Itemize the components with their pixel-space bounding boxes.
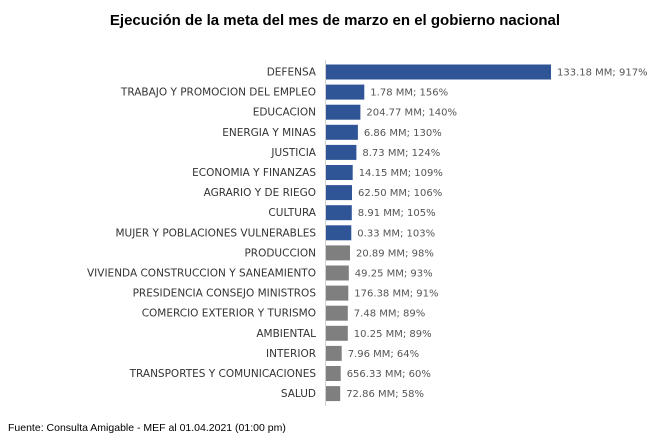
data-label: 14.15 MM; 109%: [359, 168, 443, 179]
category-label: TRABAJO Y PROMOCION DEL EMPLEO: [120, 87, 316, 99]
bar: [326, 285, 349, 301]
category-label: AGRARIO Y DE RIEGO: [204, 187, 316, 199]
data-label: 176.38 MM; 91%: [354, 289, 438, 300]
category-label: ENERGIA Y MINAS: [222, 127, 316, 139]
source-note: Fuente: Consulta Amigable - MEF al 01.04…: [8, 422, 286, 434]
bar: [326, 165, 353, 180]
bar: [326, 305, 348, 321]
category-label: EDUCACION: [253, 107, 316, 119]
data-label: 6.86 MM; 130%: [364, 128, 442, 139]
bar: [326, 325, 348, 341]
data-label: 8.91 MM; 105%: [358, 208, 436, 219]
data-label: 72.86 MM; 58%: [346, 389, 424, 400]
data-label: 0.33 MM; 103%: [357, 228, 435, 239]
category-label: COMERCIO EXTERIOR Y TURISMO: [142, 308, 316, 320]
category-label: VIVIENDA CONSTRUCCION Y SANEAMIENTO: [87, 268, 316, 280]
bars-group: [326, 64, 551, 402]
bar: [326, 205, 352, 221]
category-labels-group: DEFENSA TRABAJO Y PROMOCION DEL EMPLEO EDU…: [87, 67, 317, 401]
chart-title: Ejecución de la meta del mes de marzo en…: [109, 12, 561, 29]
data-label: 7.48 MM; 89%: [354, 309, 425, 320]
data-label: 656.33 MM; 60%: [347, 369, 431, 380]
category-label: JUSTICIA: [270, 147, 316, 159]
category-label: PRODUCCION: [244, 247, 316, 259]
data-label: 8.73 MM; 124%: [362, 148, 440, 159]
bar: [326, 225, 352, 241]
value-labels-group: 133.18 MM; 917% 1.78 MM; 156% 204.77 MM; 1…: [346, 68, 647, 401]
category-label: CULTURA: [268, 207, 316, 219]
bar: [326, 265, 349, 281]
bar: [326, 144, 357, 160]
bar: [326, 124, 358, 140]
bar: [326, 84, 365, 100]
category-label: PRESIDENCIA CONSEJO MINISTROS: [133, 288, 317, 300]
bar: [326, 245, 350, 261]
bar: [326, 64, 551, 80]
category-label: INTERIOR: [266, 348, 316, 360]
category-label: TRANSPORTES Y COMUNICACIONES: [129, 368, 317, 380]
data-label: 204.77 MM; 140%: [366, 108, 457, 119]
category-label: DEFENSA: [267, 67, 317, 79]
data-label: 62.50 MM; 106%: [358, 188, 442, 199]
data-label: 133.18 MM; 917%: [557, 68, 648, 79]
data-label: 7.96 MM; 64%: [348, 349, 419, 360]
data-label: 49.25 MM; 93%: [355, 269, 433, 280]
bar: [326, 366, 341, 381]
data-label: 10.25 MM; 89%: [354, 329, 432, 340]
bar: [326, 185, 352, 201]
category-label: MUJER Y POBLACIONES VULNERABLES: [115, 227, 316, 239]
category-label: SALUD: [281, 388, 316, 400]
bar: [326, 345, 342, 361]
data-label: 1.78 MM; 156%: [370, 88, 448, 99]
bar: [326, 386, 341, 402]
category-label: ECONOMIA Y FINANZAS: [192, 167, 316, 179]
data-label: 20.89 MM; 98%: [356, 248, 434, 259]
bar: [326, 104, 361, 120]
category-label: AMBIENTAL: [256, 328, 316, 340]
